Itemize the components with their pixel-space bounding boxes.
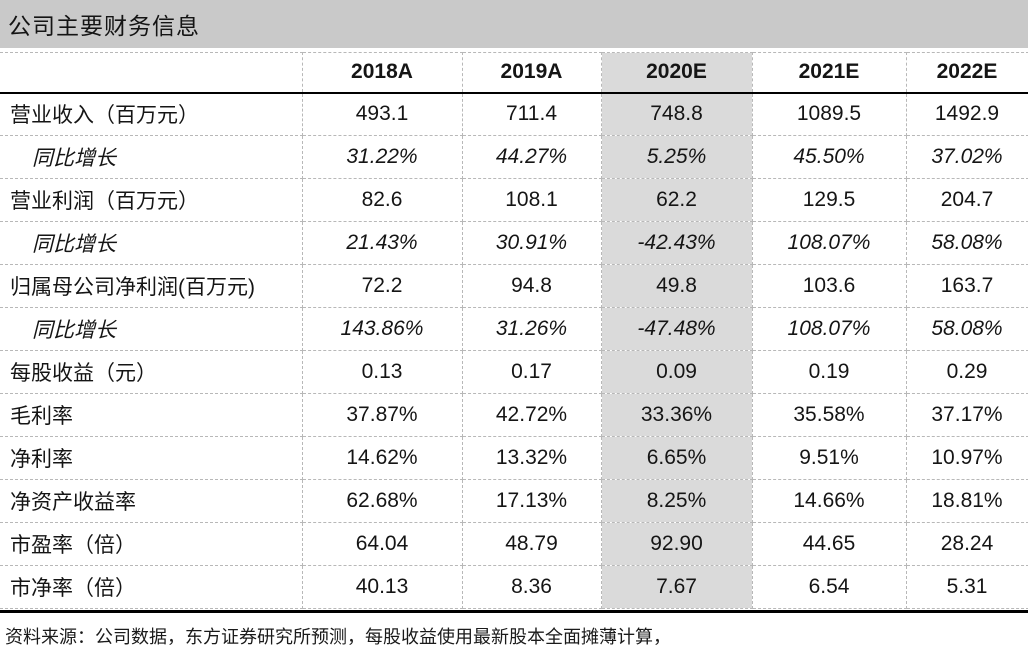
header-year-cell: 2019A [462, 52, 602, 94]
page-title: 公司主要财务信息 [0, 0, 1028, 48]
value-cell: 143.86% [302, 307, 463, 351]
value-cell: 48.79 [462, 522, 602, 566]
row-label: 市净率（倍） [0, 565, 303, 609]
value-cell: 58.08% [906, 307, 1028, 351]
value-cell: 1089.5 [752, 92, 907, 136]
source-note-text: 资料来源：公司数据，东方证券研究所预测，每股收益使用最新股本全面摊薄计算， [5, 627, 671, 647]
value-cell: 0.29 [906, 350, 1028, 394]
table-row: 营业利润（百万元） 82.6 108.1 62.2 129.5 204.7 [0, 178, 1028, 222]
value-cell: 18.81% [906, 479, 1028, 523]
value-cell: 5.25% [601, 135, 753, 179]
value-cell: 44.27% [462, 135, 602, 179]
row-label: 归属母公司净利润(百万元) [0, 264, 303, 308]
value-cell: 40.13 [302, 565, 463, 609]
value-cell: 62.2 [601, 178, 753, 222]
value-cell: 14.62% [302, 436, 463, 480]
value-cell: 17.13% [462, 479, 602, 523]
value-cell: 8.36 [462, 565, 602, 609]
value-cell: 711.4 [462, 92, 602, 136]
value-cell: 14.66% [752, 479, 907, 523]
value-cell: 45.50% [752, 135, 907, 179]
value-cell: 21.43% [302, 221, 463, 265]
header-year-cell: 2020E [601, 52, 753, 94]
value-cell: 5.31 [906, 565, 1028, 609]
value-cell: 0.17 [462, 350, 602, 394]
value-cell: 37.17% [906, 393, 1028, 437]
value-cell: 8.25% [601, 479, 753, 523]
page-title-text: 公司主要财务信息 [8, 13, 200, 39]
value-cell: 6.65% [601, 436, 753, 480]
value-cell: 493.1 [302, 92, 463, 136]
value-cell: 82.6 [302, 178, 463, 222]
value-cell: 37.02% [906, 135, 1028, 179]
value-cell: 35.58% [752, 393, 907, 437]
header-year-cell: 2018A [302, 52, 463, 94]
row-label: 营业收入（百万元） [0, 92, 303, 136]
value-cell: 204.7 [906, 178, 1028, 222]
header-label-cell [0, 52, 303, 94]
value-cell: 10.97% [906, 436, 1028, 480]
value-cell: -47.48% [601, 307, 753, 351]
value-cell: 13.32% [462, 436, 602, 480]
value-cell: 748.8 [601, 92, 753, 136]
value-cell: 33.36% [601, 393, 753, 437]
table-row: 市净率（倍） 40.13 8.36 7.67 6.54 5.31 [0, 565, 1028, 609]
row-label: 市盈率（倍） [0, 522, 303, 566]
value-cell: 108.07% [752, 307, 907, 351]
table-row: 营业收入（百万元） 493.1 711.4 748.8 1089.5 1492.9 [0, 92, 1028, 136]
table-header-row: 2018A 2019A 2020E 2021E 2022E [0, 52, 1028, 94]
financial-table: 2018A 2019A 2020E 2021E 2022E 营业收入（百万元） 493.1… [0, 52, 1028, 609]
value-cell: 129.5 [752, 178, 907, 222]
value-cell: 30.91% [462, 221, 602, 265]
value-cell: 0.09 [601, 350, 753, 394]
row-label: 净利率 [0, 436, 303, 480]
table-row: 归属母公司净利润(百万元) 72.2 94.8 49.8 103.6 163.7 [0, 264, 1028, 308]
value-cell: 103.6 [752, 264, 907, 308]
row-label: 营业利润（百万元） [0, 178, 303, 222]
table-row: 毛利率 37.87% 42.72% 33.36% 35.58% 37.17% [0, 393, 1028, 437]
value-cell: 0.19 [752, 350, 907, 394]
value-cell: -42.43% [601, 221, 753, 265]
value-cell: 44.65 [752, 522, 907, 566]
value-cell: 31.22% [302, 135, 463, 179]
row-label: 净资产收益率 [0, 479, 303, 523]
row-label: 同比增长 [0, 221, 303, 265]
header-year-cell: 2022E [906, 52, 1028, 94]
row-label: 同比增长 [0, 307, 303, 351]
table-row: 市盈率（倍） 64.04 48.79 92.90 44.65 28.24 [0, 522, 1028, 566]
table-bottom-rule [0, 610, 1028, 613]
value-cell: 62.68% [302, 479, 463, 523]
value-cell: 9.51% [752, 436, 907, 480]
table-row: 净资产收益率 62.68% 17.13% 8.25% 14.66% 18.81% [0, 479, 1028, 523]
table-row: 同比增长 143.86% 31.26% -47.48% 108.07% 58.08% [0, 307, 1028, 351]
value-cell: 28.24 [906, 522, 1028, 566]
row-label: 每股收益（元） [0, 350, 303, 394]
value-cell: 163.7 [906, 264, 1028, 308]
value-cell: 58.08% [906, 221, 1028, 265]
value-cell: 42.72% [462, 393, 602, 437]
table-row: 净利率 14.62% 13.32% 6.65% 9.51% 10.97% [0, 436, 1028, 480]
row-label: 同比增长 [0, 135, 303, 179]
value-cell: 49.8 [601, 264, 753, 308]
value-cell: 1492.9 [906, 92, 1028, 136]
value-cell: 108.1 [462, 178, 602, 222]
value-cell: 64.04 [302, 522, 463, 566]
source-note: 资料来源：公司数据，东方证券研究所预测，每股收益使用最新股本全面摊薄计算， [0, 623, 1028, 649]
value-cell: 37.87% [302, 393, 463, 437]
value-cell: 92.90 [601, 522, 753, 566]
value-cell: 72.2 [302, 264, 463, 308]
value-cell: 0.13 [302, 350, 463, 394]
row-label: 毛利率 [0, 393, 303, 437]
table-row: 同比增长 31.22% 44.27% 5.25% 45.50% 37.02% [0, 135, 1028, 179]
value-cell: 6.54 [752, 565, 907, 609]
value-cell: 94.8 [462, 264, 602, 308]
financial-table-wrap: 2018A 2019A 2020E 2021E 2022E 营业收入（百万元） 493.1… [0, 52, 1028, 613]
value-cell: 7.67 [601, 565, 753, 609]
value-cell: 108.07% [752, 221, 907, 265]
header-year-cell: 2021E [752, 52, 907, 94]
table-row: 每股收益（元） 0.13 0.17 0.09 0.19 0.29 [0, 350, 1028, 394]
value-cell: 31.26% [462, 307, 602, 351]
table-body: 营业收入（百万元） 493.1 711.4 748.8 1089.5 1492.9 同比增长… [0, 92, 1028, 609]
table-row: 同比增长 21.43% 30.91% -42.43% 108.07% 58.08% [0, 221, 1028, 265]
